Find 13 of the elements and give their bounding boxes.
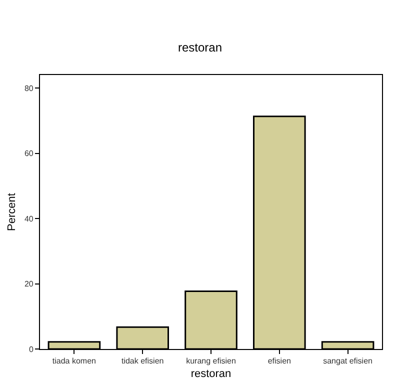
x-tick-label: tiada komen — [52, 356, 96, 366]
x-tick-label: tidak efisien — [121, 356, 164, 366]
x-axis-title: restoran — [190, 368, 232, 380]
y-tick-label: 60 — [24, 149, 34, 158]
y-tick-label: 80 — [24, 84, 34, 93]
x-tick-label: efisien — [268, 356, 291, 366]
x-tick-label: sangat efisien — [323, 356, 372, 366]
y-tick-label: 0 — [28, 344, 34, 354]
x-tick-label: kurang efisien — [186, 356, 236, 366]
y-tick-label: 40 — [24, 214, 34, 224]
y-tick-label: 20 — [24, 280, 34, 289]
chart-title: restoran — [178, 40, 222, 54]
y-axis-title: Percent — [6, 193, 18, 231]
